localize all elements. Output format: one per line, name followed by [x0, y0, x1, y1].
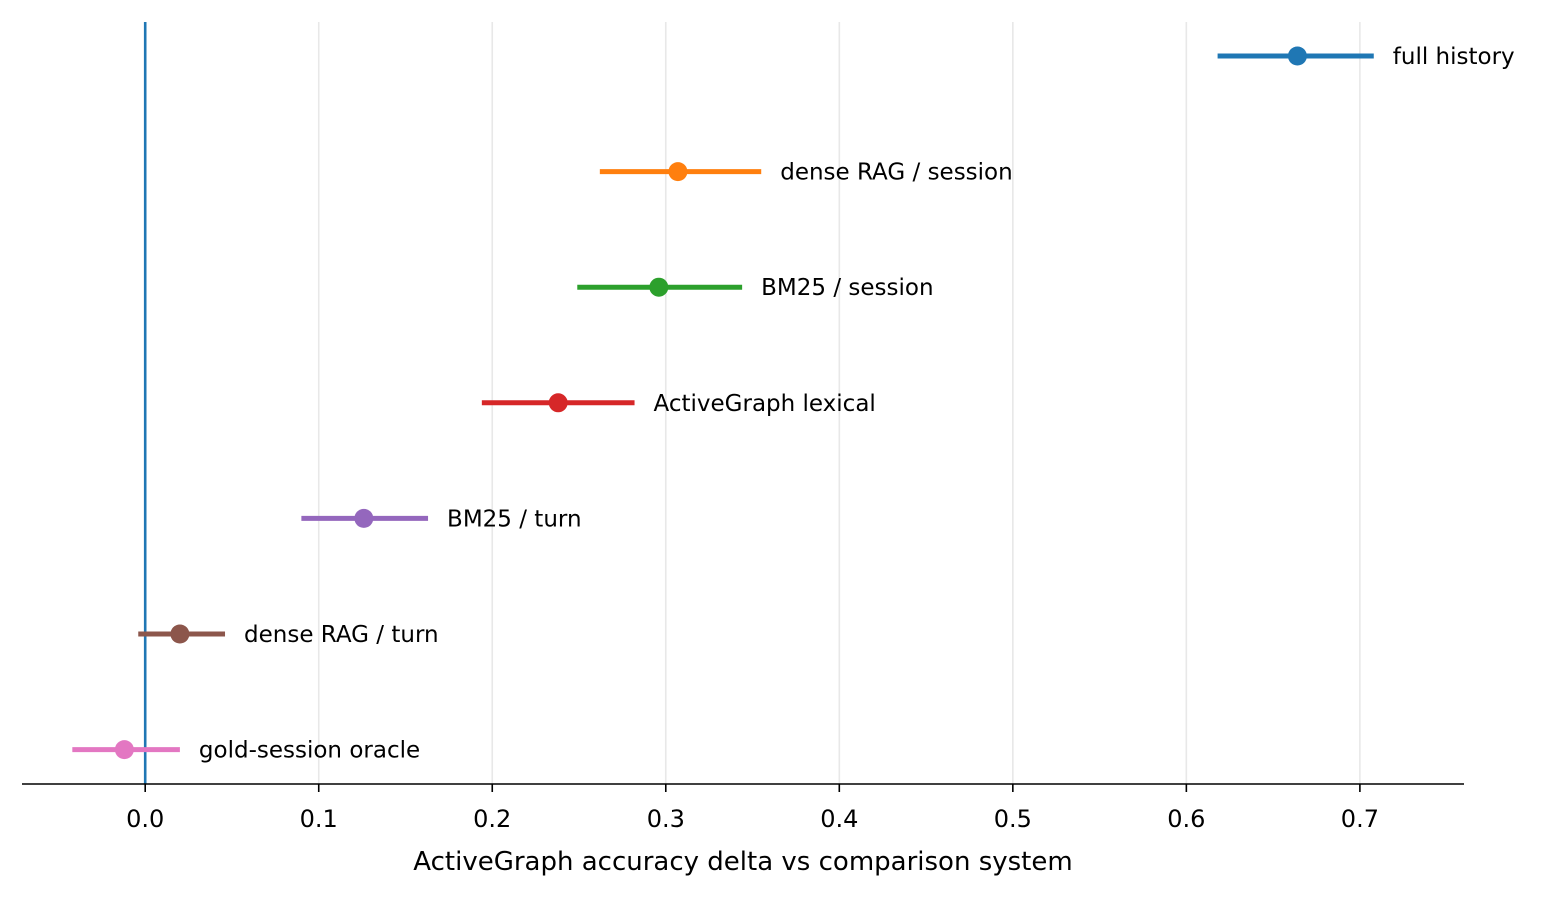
x-tick-label-7: 0.7 [1341, 805, 1379, 833]
label-bm25-session: BM25 / session [761, 275, 933, 301]
point-bm25-turn [354, 508, 374, 528]
series-full-history: full history [1217, 44, 1515, 70]
label-full-history: full history [1393, 44, 1515, 70]
point-dense-rag-turn [170, 624, 190, 644]
series-activegraph-lexical: ActiveGraph lexical [481, 391, 876, 417]
point-gold-session-oracle [114, 740, 134, 760]
series-gold-session-oracle: gold-session oracle [72, 738, 420, 764]
series-dense-rag-turn: dense RAG / turn [138, 622, 439, 648]
label-activegraph-lexical: ActiveGraph lexical [654, 391, 876, 417]
x-axis-label: ActiveGraph accuracy delta vs comparison… [413, 847, 1072, 877]
series-bm25-session: BM25 / session [577, 275, 934, 301]
x-tick-label-6: 0.6 [1167, 805, 1205, 833]
label-dense-rag-session: dense RAG / session [780, 160, 1012, 186]
x-tick-label-1: 0.1 [300, 805, 338, 833]
point-activegraph-lexical [548, 393, 568, 413]
series-bm25-turn: BM25 / turn [301, 506, 582, 532]
x-tick-label-4: 0.4 [820, 805, 858, 833]
label-bm25-turn: BM25 / turn [447, 506, 582, 532]
x-tick-label-3: 0.3 [647, 805, 685, 833]
x-tick-label-0: 0.0 [126, 805, 164, 833]
point-bm25-session [649, 277, 669, 297]
label-dense-rag-turn: dense RAG / turn [244, 622, 439, 648]
x-tick-label-2: 0.2 [473, 805, 511, 833]
point-dense-rag-session [668, 162, 688, 182]
series-group: full history dense RAG / session BM25 / se… [72, 44, 1515, 764]
label-gold-session-oracle: gold-session oracle [199, 738, 420, 764]
series-dense-rag-session: dense RAG / session [599, 160, 1013, 186]
x-tick-label-5: 0.5 [994, 805, 1032, 833]
point-full-history [1287, 46, 1307, 66]
x-axis: 0.0 0.1 0.2 0.3 0.4 0.5 0.6 0.7 [22, 783, 1464, 833]
